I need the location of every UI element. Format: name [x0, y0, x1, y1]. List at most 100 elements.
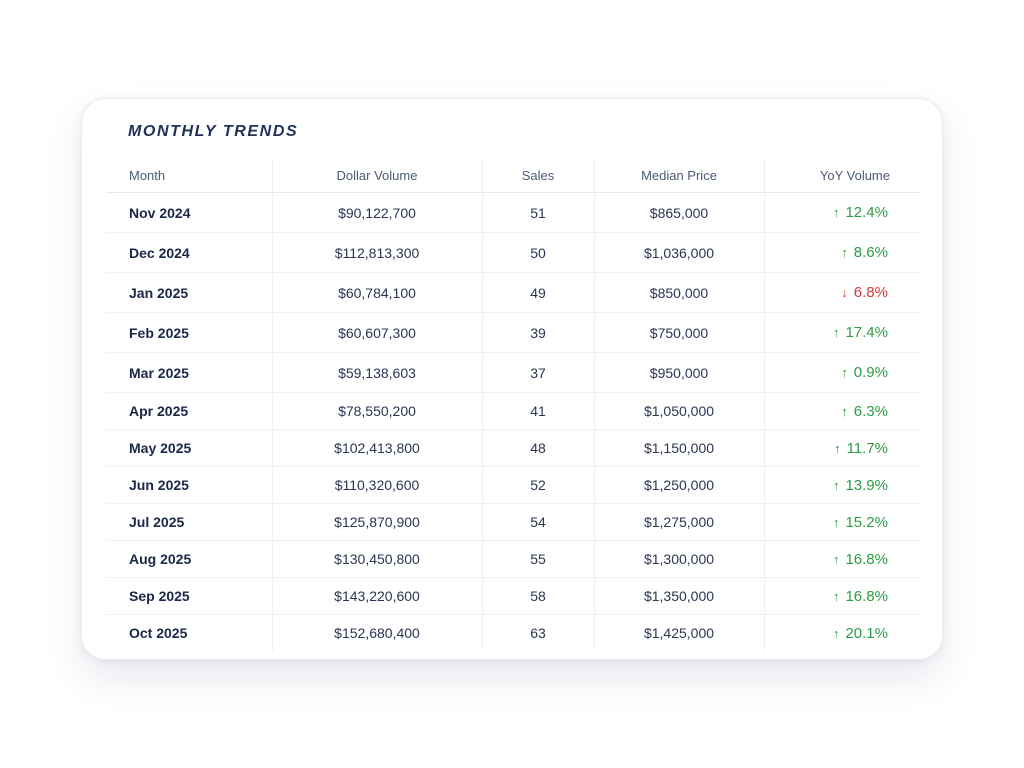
dollar-volume-cell: $112,813,300: [271, 232, 482, 273]
arrow-up-icon: ↑: [841, 365, 848, 380]
median-price-cell: $1,350,000: [593, 577, 764, 615]
table-row: Apr 2025 $78,550,200 41 $1,050,000 ↑ 6.3%: [106, 392, 920, 430]
table-row: Aug 2025 $130,450,800 55 $1,300,000 ↑ 16.8%: [106, 540, 920, 578]
yoy-volume-cell: ↑ 11.7%: [763, 429, 920, 467]
table-row: Nov 2024 $90,122,700 51 $865,000 ↑ 12.4%: [106, 192, 920, 233]
header-row: Month Dollar Volume Sales Median Price Y…: [106, 159, 920, 193]
table-row: Mar 2025 $59,138,603 37 $950,000 ↑ 0.9%: [106, 352, 920, 393]
dollar-volume-cell: $60,607,300: [271, 312, 482, 353]
yoy-volume-cell: ↓ 6.8%: [763, 272, 920, 313]
month-cell: Feb 2025: [106, 312, 272, 353]
yoy-volume-cell: ↑ 0.9%: [763, 352, 920, 393]
sales-cell: 39: [481, 312, 594, 353]
yoy-volume-cell: ↑ 6.3%: [763, 392, 920, 430]
month-cell: Jun 2025: [106, 466, 272, 504]
month-cell: Sep 2025: [106, 577, 272, 615]
arrow-up-icon: ↑: [832, 477, 840, 493]
median-price-cell: $1,275,000: [593, 503, 764, 541]
arrow-up-icon: ↑: [832, 325, 840, 340]
month-cell: Oct 2025: [129, 625, 188, 641]
column-header-median-price: Median Price: [593, 159, 764, 193]
monthly-trends-card: MONTHLY TRENDS Month Dollar Volume Sales…: [81, 98, 943, 660]
yoy-value: 17.4%: [845, 324, 888, 341]
table-row: May 2025 $102,413,800 48 $1,150,000 ↑ 11.7%: [106, 429, 920, 467]
table-row: Sep 2025 $143,220,600 58 $1,350,000 ↑ 16.8%: [106, 577, 920, 615]
column-header-dollar-volume: Dollar Volume: [271, 159, 482, 193]
column-header-month: Month: [106, 159, 272, 193]
yoy-value: 6.8%: [853, 284, 888, 301]
card-title: MONTHLY TRENDS: [128, 123, 299, 140]
median-price-cell: $1,250,000: [593, 466, 764, 504]
yoy-volume-cell: ↑ 13.9%: [763, 466, 920, 504]
yoy-value: 0.9%: [853, 364, 888, 381]
arrow-up-icon: ↑: [841, 403, 848, 419]
yoy-volume-cell: ↑ 16.8%: [763, 540, 920, 578]
monthly-trends-table: Month Dollar Volume Sales Median Price Y…: [106, 159, 920, 651]
month-cell: Aug 2025: [106, 540, 272, 578]
table-row: Jul 2025 $125,870,900 54 $1,275,000 ↑ 15.2%: [106, 503, 920, 541]
arrow-up-icon: ↑: [832, 514, 840, 530]
table-row: Jan 2025 $60,784,100 49 $850,000 ↓ 6.8%: [106, 272, 920, 313]
table-header: Month Dollar Volume Sales Median Price Y…: [106, 159, 920, 193]
dollar-volume-cell: $78,550,200: [271, 392, 482, 430]
table-row: Jun 2025 $110,320,600 52 $1,250,000 ↑ 13.9%: [106, 466, 920, 504]
dollar-volume-cell: $90,122,700: [271, 192, 482, 233]
arrow-down-icon: ↓: [841, 285, 848, 300]
sales-cell: 58: [481, 577, 594, 615]
yoy-value: 11.7%: [846, 439, 888, 457]
dollar-volume-cell: $125,870,900: [271, 503, 482, 541]
yoy-volume-cell: ↑ 12.4%: [763, 192, 920, 233]
yoy-value: 15.2%: [845, 513, 888, 531]
yoy-volume-cell: ↑ 20.1%: [763, 614, 920, 651]
month-cell: Jan 2025: [106, 272, 272, 313]
sales-cell: 51: [481, 192, 594, 233]
yoy-value: 16.8%: [845, 550, 888, 568]
sales-cell: 37: [481, 352, 594, 393]
sales-cell: 63: [481, 614, 594, 651]
dollar-volume-cell: $60,784,100: [271, 272, 482, 313]
arrow-up-icon: ↑: [832, 205, 840, 220]
arrow-up-icon: ↑: [832, 551, 840, 567]
sales-cell: 41: [481, 392, 594, 430]
yoy-value: 20.1%: [845, 624, 888, 642]
sales-cell: 52: [481, 466, 594, 504]
sales-cell: 55: [481, 540, 594, 578]
yoy-volume-cell: ↑ 16.8%: [763, 577, 920, 615]
sales-cell: 54: [481, 503, 594, 541]
arrow-up-icon: ↑: [841, 245, 848, 260]
dollar-volume-cell: $143,220,600: [271, 577, 482, 615]
month-cell: Jul 2025: [106, 503, 272, 541]
yoy-value: 12.4%: [845, 204, 888, 221]
table-row: Feb 2025 $60,607,300 39 $750,000 ↑ 17.4%: [106, 312, 920, 353]
dollar-volume-cell: $110,320,600: [271, 466, 482, 504]
month-cell: May 2025: [106, 429, 272, 467]
sales-cell: 48: [481, 429, 594, 467]
yoy-volume-cell: ↑ 17.4%: [763, 312, 920, 353]
sales-cell: 49: [481, 272, 594, 313]
median-price-cell: $865,000: [593, 192, 764, 233]
median-price-cell: $850,000: [593, 272, 764, 313]
dollar-volume-cell: $130,450,800: [271, 540, 482, 578]
column-header-yoy-volume: YoY Volume: [763, 159, 920, 193]
month-cell: Mar 2025: [106, 352, 272, 393]
month-cell: Nov 2024: [106, 192, 272, 233]
dollar-volume-cell: $152,680,400: [271, 614, 482, 651]
table-body: Nov 2024 $90,122,700 51 $865,000 ↑ 12.4% Dec 2…: [106, 192, 920, 651]
table-row: Dec 2024 $112,813,300 50 $1,036,000 ↑ 8.6%: [106, 232, 920, 273]
arrow-up-icon: ↑: [834, 440, 841, 456]
median-price-cell: $1,036,000: [593, 232, 764, 273]
median-price-cell: $1,150,000: [593, 429, 764, 467]
yoy-value: 6.3%: [853, 402, 888, 420]
arrow-up-icon: ↑: [832, 588, 840, 604]
median-price-cell: $1,050,000: [593, 392, 764, 430]
dollar-volume-cell: $102,413,800: [271, 429, 482, 467]
month-cell: Apr 2025: [106, 392, 272, 430]
sales-cell: 50: [481, 232, 594, 273]
table-row: Oct 2025 $152,680,400 63 $1,425,000 ↑ 20.1%: [106, 614, 920, 651]
dollar-volume-cell: $59,138,603: [271, 352, 482, 393]
month-cell: Dec 2024: [106, 232, 272, 273]
median-price-cell: $1,300,000: [593, 540, 764, 578]
median-price-cell: $1,425,000: [593, 614, 764, 651]
median-price-cell: $750,000: [593, 312, 764, 353]
